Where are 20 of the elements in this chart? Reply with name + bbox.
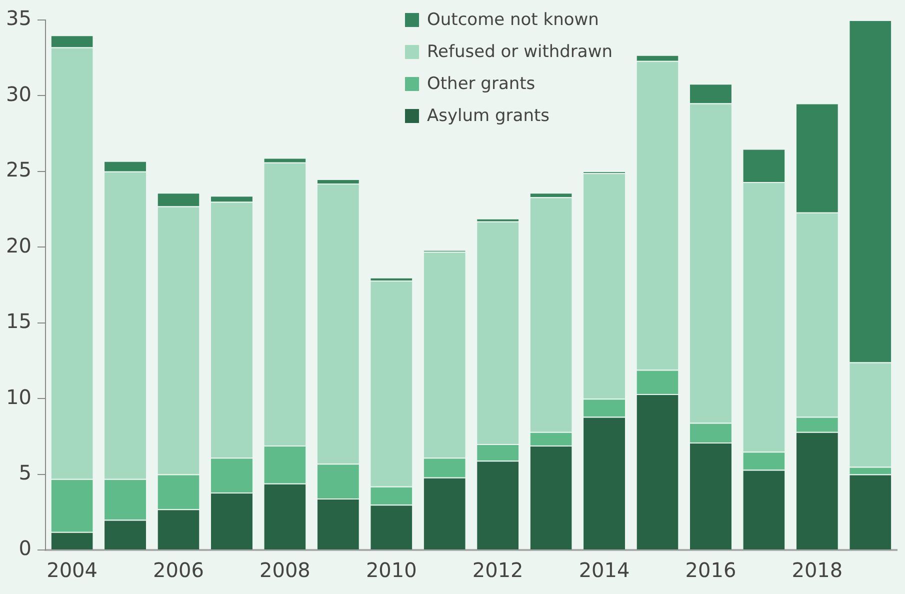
y-tick-label: 10	[6, 384, 32, 409]
y-tick-label: 5	[18, 460, 32, 484]
x-tick-label: 2008	[259, 558, 310, 582]
x-tick-label: 2004	[46, 558, 98, 582]
x-tick-label: 2012	[472, 558, 524, 582]
y-tick-label: 25	[6, 158, 32, 182]
x-tick-label: 2006	[153, 558, 204, 582]
y-tick-label: 20	[6, 233, 32, 258]
legend-label: Outcome not known	[427, 10, 599, 30]
legend-label: Refused or withdrawn	[427, 42, 613, 62]
x-tick-label: 2016	[685, 558, 736, 582]
x-tick-label: 2014	[578, 558, 630, 582]
y-tick-label: 30	[6, 82, 32, 106]
y-tick-label: 0	[18, 536, 32, 560]
x-tick-label: 2010	[366, 558, 417, 582]
legend-label: Asylum grants	[427, 106, 550, 126]
x-tick-label: 2018	[792, 558, 843, 582]
legend-label: Other grants	[427, 74, 536, 94]
y-tick-label: 35	[6, 6, 32, 30]
y-tick-label: 15	[6, 309, 32, 334]
